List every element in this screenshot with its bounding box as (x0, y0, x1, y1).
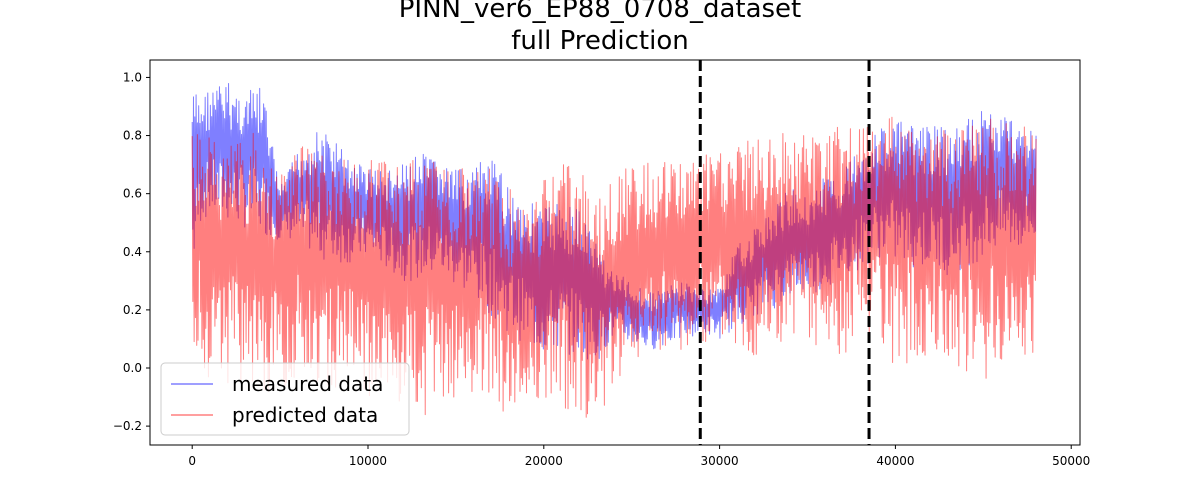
legend-label: predicted data (232, 403, 378, 427)
x-tick-label: 20000 (525, 454, 563, 468)
y-tick-label: 0.0 (123, 361, 142, 375)
y-tick-label: 1.0 (123, 70, 142, 84)
plot-frame (149, 59, 1081, 446)
chart-subtitle: full Prediction (511, 26, 689, 56)
y-tick-label: 0.4 (123, 245, 142, 259)
legend-box (160, 362, 410, 436)
x-tick-label: 40000 (876, 454, 914, 468)
y-tick-label: 0.2 (123, 303, 142, 317)
series-layer (191, 82, 1037, 418)
vertical-markers (698, 60, 871, 445)
x-tick-label: 10000 (349, 454, 387, 468)
chart-title: PINN_ver6_EP88_0708_dataset (398, 0, 802, 24)
predicted-data-line (191, 116, 1037, 418)
x-tick-label: 30000 (701, 454, 739, 468)
x-tick-label: 50000 (1052, 454, 1090, 468)
y-tick-label: 0.6 (123, 187, 142, 201)
legend-label: measured data (232, 372, 383, 396)
y-tick-label: −0.2 (113, 419, 142, 433)
x-tick-label: 0 (188, 454, 196, 468)
y-tick-label: 0.8 (123, 129, 142, 143)
y-axis: −0.2 0.0 0.2 0.4 0.6 0.8 1.0 (113, 70, 150, 433)
x-axis: 0 10000 20000 30000 40000 50000 (188, 445, 1090, 468)
legend: measured data predicted data (160, 362, 410, 436)
